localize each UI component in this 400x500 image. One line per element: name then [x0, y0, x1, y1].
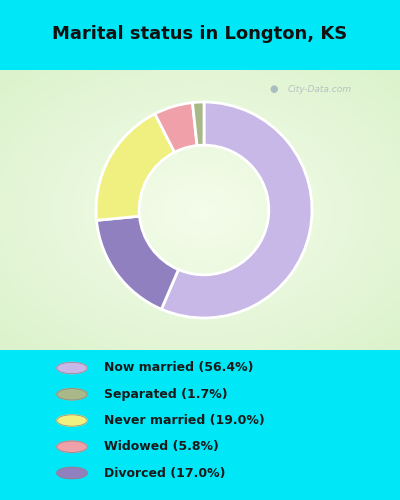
Wedge shape [192, 102, 204, 146]
Text: Divorced (17.0%): Divorced (17.0%) [104, 466, 226, 479]
Text: Now married (56.4%): Now married (56.4%) [104, 362, 254, 374]
Wedge shape [96, 216, 178, 309]
Circle shape [57, 362, 87, 374]
Circle shape [57, 415, 87, 426]
Text: Widowed (5.8%): Widowed (5.8%) [104, 440, 219, 453]
Circle shape [57, 388, 87, 400]
Wedge shape [155, 102, 197, 152]
Wedge shape [161, 102, 312, 318]
Text: Marital status in Longton, KS: Marital status in Longton, KS [52, 24, 348, 42]
Circle shape [57, 441, 87, 452]
Text: ●: ● [270, 84, 278, 94]
Circle shape [57, 468, 87, 478]
Wedge shape [96, 114, 174, 220]
Text: Separated (1.7%): Separated (1.7%) [104, 388, 228, 401]
Text: City-Data.com: City-Data.com [288, 85, 352, 94]
Text: Never married (19.0%): Never married (19.0%) [104, 414, 265, 427]
